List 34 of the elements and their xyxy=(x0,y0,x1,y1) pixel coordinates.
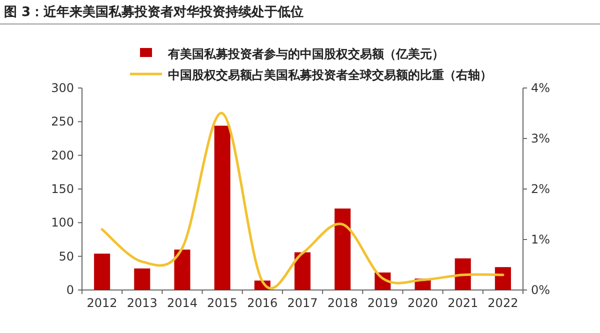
x-tick-label: 2019 xyxy=(367,296,398,310)
y-tick-label: 200 xyxy=(51,148,74,162)
title: 图 3：近年来美国私募投资者对华投资持续处于低位 xyxy=(4,5,304,20)
y-tick-label: 100 xyxy=(51,216,74,230)
y-tick-label: 150 xyxy=(51,182,74,196)
bar xyxy=(134,268,150,290)
bar xyxy=(174,250,190,290)
x-tick-label: 2014 xyxy=(166,296,198,310)
x-tick-label: 2020 xyxy=(408,296,438,310)
y-tick-label: 300 xyxy=(51,81,74,95)
y-tick-label: 0 xyxy=(66,283,74,297)
legend-label: 中国股权交易额占美国私募投资者全球交易额的比重（右轴） xyxy=(168,68,492,82)
y2-tick-label: 0% xyxy=(531,283,550,297)
y2-tick-label: 2% xyxy=(531,182,550,196)
x-tick-label: 2016 xyxy=(247,296,278,310)
y2-tick-label: 4% xyxy=(531,81,550,95)
bar xyxy=(334,208,351,290)
bar xyxy=(94,254,110,290)
y-tick-label: 50 xyxy=(58,249,74,264)
x-tick-label: 2015 xyxy=(207,296,238,310)
y2-tick-label: 3% xyxy=(531,132,550,146)
x-tick-label: 2018 xyxy=(327,296,358,310)
x-tick-label: 2021 xyxy=(448,296,478,310)
x-tick-label: 2017 xyxy=(287,296,318,310)
legend-label: 有美国私募投资者参与的中国股权交易额（亿美元） xyxy=(167,47,444,61)
x-tick-label: 2022 xyxy=(488,296,518,310)
bar xyxy=(214,126,230,290)
y2-tick-label: 1% xyxy=(531,232,550,246)
bar xyxy=(454,258,471,290)
y-tick-label: 250 xyxy=(51,114,74,129)
bar xyxy=(494,267,511,290)
x-tick-label: 2013 xyxy=(126,296,158,310)
bar xyxy=(294,252,311,290)
x-tick-label: 2012 xyxy=(86,296,118,310)
